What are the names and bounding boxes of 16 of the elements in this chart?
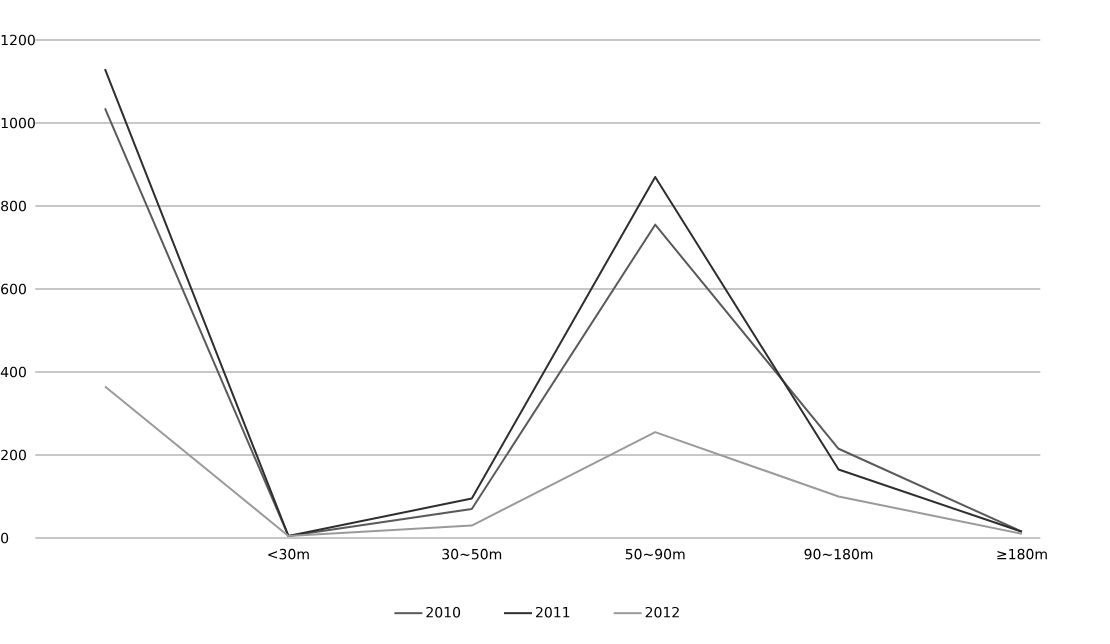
legend-label: 2011 xyxy=(536,606,570,618)
y-tick-label: 1200 xyxy=(1,34,35,46)
y-tick-label: 1000 xyxy=(1,117,35,129)
y-tick-label: 400 xyxy=(0,366,26,378)
y-tick-label: 600 xyxy=(1,283,26,295)
y-tick-label: 0 xyxy=(1,532,9,544)
y-tick-label: 200 xyxy=(1,449,26,461)
legend-label: 2012 xyxy=(645,606,679,618)
x-tick-label: 30∼50m xyxy=(442,548,502,560)
line-series xyxy=(104,385,1023,537)
legend-label: 2010 xyxy=(426,606,461,618)
x-tick-label: ≥180m xyxy=(997,548,1047,560)
x-tick-label: 50∼90m xyxy=(625,548,685,560)
y-tick-label: 800 xyxy=(1,200,26,212)
x-tick-label: 90∼180m xyxy=(804,548,873,560)
x-tick-label: <30m xyxy=(268,548,309,560)
